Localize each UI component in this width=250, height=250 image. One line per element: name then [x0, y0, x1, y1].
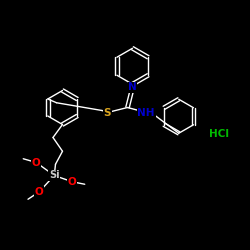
Text: N: N — [128, 82, 137, 92]
Text: Si: Si — [49, 170, 59, 180]
Text: HCl: HCl — [209, 129, 229, 139]
Text: S: S — [104, 108, 111, 118]
Text: O: O — [32, 158, 40, 168]
Text: NH: NH — [138, 108, 155, 118]
Text: O: O — [68, 177, 76, 187]
Text: O: O — [35, 187, 43, 197]
